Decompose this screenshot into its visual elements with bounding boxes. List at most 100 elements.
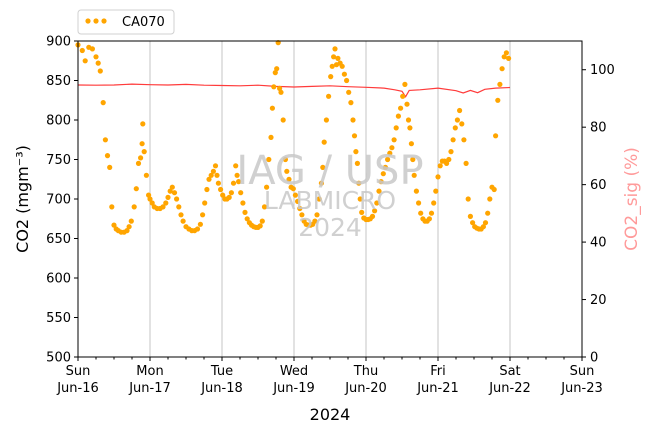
ca070-point xyxy=(160,204,166,210)
ca070-point xyxy=(272,70,278,76)
ca070-point xyxy=(350,117,356,123)
y-tick-label: 600 xyxy=(46,272,71,287)
ca070-point xyxy=(418,210,424,216)
ca070-point xyxy=(126,224,132,230)
ca070-point xyxy=(146,192,152,198)
ca070-point xyxy=(376,188,382,194)
ca070-point xyxy=(284,168,290,174)
ca070-point xyxy=(452,125,458,131)
ca070-point xyxy=(463,160,469,166)
ca070-point xyxy=(147,196,153,202)
ca070-point xyxy=(321,139,327,145)
ca070-point xyxy=(314,212,320,218)
ca070-point xyxy=(102,137,108,143)
right-y-tick-label: 0 xyxy=(590,351,598,366)
ca070-point xyxy=(348,100,354,106)
ca070-point xyxy=(495,97,501,103)
ca070-point xyxy=(234,172,240,178)
right-y-tick-label: 60 xyxy=(590,178,607,193)
ca070-point xyxy=(169,184,175,190)
watermark-line-2: LABMICRO xyxy=(264,186,396,215)
ca070-point xyxy=(111,222,117,228)
ca070-point xyxy=(141,149,147,155)
ca070-point xyxy=(437,163,443,169)
ca070-point xyxy=(332,46,338,52)
ca070-point xyxy=(497,81,503,87)
ca070-point xyxy=(501,54,507,60)
ca070-point xyxy=(382,164,388,170)
ca070-point xyxy=(226,194,232,200)
legend-dot xyxy=(85,18,91,24)
ca070-point xyxy=(82,58,88,64)
x-axis-title: 2024 xyxy=(310,405,351,424)
ca070-point xyxy=(395,113,401,119)
ca070-point xyxy=(389,145,395,151)
ca070-point xyxy=(320,164,326,170)
y-tick-label: 700 xyxy=(46,193,71,208)
ca070-point xyxy=(280,117,286,123)
ca070-point xyxy=(140,121,146,127)
ca070-point xyxy=(202,200,208,206)
ca070-point xyxy=(208,172,214,178)
ca070-point xyxy=(404,101,410,107)
ca070-point xyxy=(206,176,212,182)
ca070-point xyxy=(391,137,397,143)
ca070-point xyxy=(503,50,509,56)
x-tick-day-label: Thu xyxy=(353,364,378,379)
x-tick-day-label: Sat xyxy=(499,364,520,379)
ca070-point xyxy=(210,168,216,174)
ca070-point xyxy=(244,216,250,222)
ca070-point xyxy=(374,200,380,206)
ca070-point xyxy=(480,224,486,230)
ca070-point xyxy=(448,149,454,155)
ca070-point xyxy=(230,180,237,186)
y-tick-label: 900 xyxy=(46,35,71,50)
ca070-point xyxy=(204,186,210,193)
ca070-point xyxy=(271,84,277,90)
ca070-point xyxy=(378,179,384,185)
ca070-point xyxy=(354,160,360,166)
x-tick-date-label: Jun-22 xyxy=(488,381,531,396)
ca070-point xyxy=(435,174,441,180)
ca070-point xyxy=(277,85,283,91)
x-tick-date-label: Jun-16 xyxy=(56,381,99,396)
ca070-point xyxy=(269,105,275,111)
ca070-point xyxy=(413,188,419,194)
ca070-point xyxy=(411,172,417,178)
ca070-point xyxy=(163,200,169,206)
ca070-point xyxy=(167,188,173,194)
x-tick-date-label: Jun-23 xyxy=(560,381,603,396)
ca070-point xyxy=(316,196,322,202)
x-tick-date-label: Jun-18 xyxy=(200,381,243,396)
ca070-point xyxy=(400,93,406,99)
ca070-point xyxy=(318,180,324,186)
y-tick-label: 750 xyxy=(46,153,71,168)
x-tick-date-label: Jun-17 xyxy=(128,381,171,396)
ca070-point xyxy=(135,160,142,166)
ca070-point xyxy=(282,156,288,163)
ca070-point xyxy=(236,179,242,185)
right-y-tick-label: 40 xyxy=(590,236,607,251)
right-y-tick-label: 20 xyxy=(590,293,607,308)
x-gridlines xyxy=(149,41,511,357)
ca070-point xyxy=(457,107,463,114)
ca070-point xyxy=(356,180,362,186)
ca070-point xyxy=(407,125,413,131)
co2-sig-line xyxy=(77,83,511,98)
ca070-point xyxy=(450,137,456,143)
x-tick-day-label: Sun xyxy=(66,364,91,379)
watermark-line-1: IAG / USP xyxy=(236,148,423,194)
y-tick-label: 850 xyxy=(46,74,71,89)
ca070-point xyxy=(218,186,224,193)
ca070-point xyxy=(240,200,246,206)
ca070-point xyxy=(398,105,404,111)
ca070-point xyxy=(242,209,248,215)
ca070-point xyxy=(264,184,270,190)
ca070-point xyxy=(369,213,376,219)
left-y-axis: 500 550 600 650 700 750 800 850 900 xyxy=(46,35,78,366)
ca070-point xyxy=(290,186,296,192)
y-tick-label: 800 xyxy=(46,114,71,129)
ca070-point xyxy=(143,172,149,178)
ca070-point xyxy=(171,190,178,196)
y-tick-label: 650 xyxy=(46,232,71,247)
